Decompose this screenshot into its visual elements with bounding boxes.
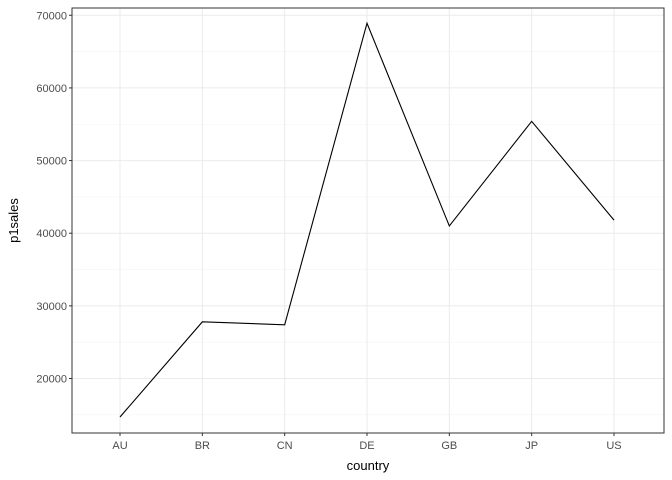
minor-gridlines: [72, 51, 664, 416]
x-tick-label: JP: [525, 440, 538, 452]
panel-border: [71, 7, 665, 434]
y-tick-label: 70000: [36, 10, 67, 22]
x-tick-label: AU: [112, 440, 127, 452]
y-tick-label: 30000: [36, 301, 67, 313]
y-tick-label: 20000: [36, 374, 67, 386]
y-tick-label: 50000: [36, 156, 67, 168]
y-axis: 20000 30000 40000 50000 60000 70000: [36, 10, 72, 386]
major-gridlines: [72, 8, 664, 433]
x-tick-label: US: [606, 440, 621, 452]
x-axis: AU BR CN DE GB JP US: [112, 433, 622, 452]
y-axis-title: p1sales: [6, 198, 21, 243]
y-tick-label: 40000: [36, 228, 67, 240]
x-tick-label: DE: [359, 440, 374, 452]
x-axis-title: country: [347, 458, 390, 473]
x-tick-label: BR: [195, 440, 210, 452]
y-tick-label: 60000: [36, 83, 67, 95]
x-tick-label: GB: [441, 440, 457, 452]
series-line-p1sales: [119, 21, 615, 418]
x-tick-label: CN: [277, 440, 293, 452]
